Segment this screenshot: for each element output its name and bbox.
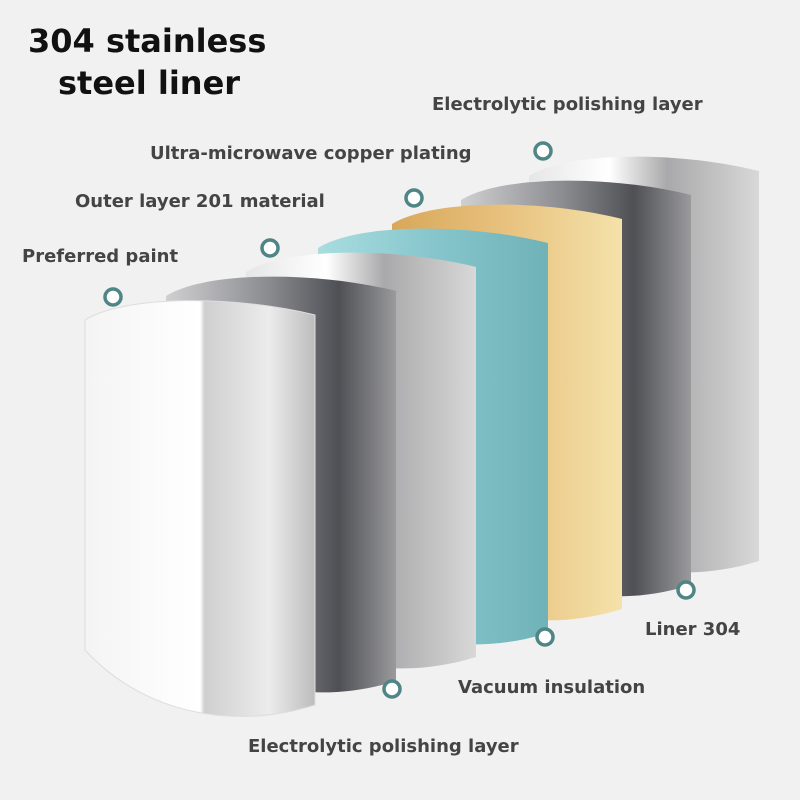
label: Electrolytic polishing layer (248, 736, 519, 757)
marker (535, 627, 555, 647)
marker (533, 141, 553, 161)
label: Ultra-microwave copper plating (150, 143, 472, 164)
label: Preferred paint (22, 246, 178, 267)
label: Liner 304 (645, 619, 740, 640)
marker (103, 287, 123, 307)
label: Outer layer 201 material (75, 191, 325, 212)
marker (260, 238, 280, 258)
title-line: 304 stainless (28, 22, 266, 60)
title-line: steel liner (58, 64, 240, 102)
marker (404, 188, 424, 208)
markers (103, 141, 696, 699)
label: Electrolytic polishing layer (432, 94, 703, 115)
label: Vacuum insulation (458, 677, 645, 698)
marker (382, 679, 402, 699)
marker (676, 580, 696, 600)
layer (84, 300, 316, 717)
